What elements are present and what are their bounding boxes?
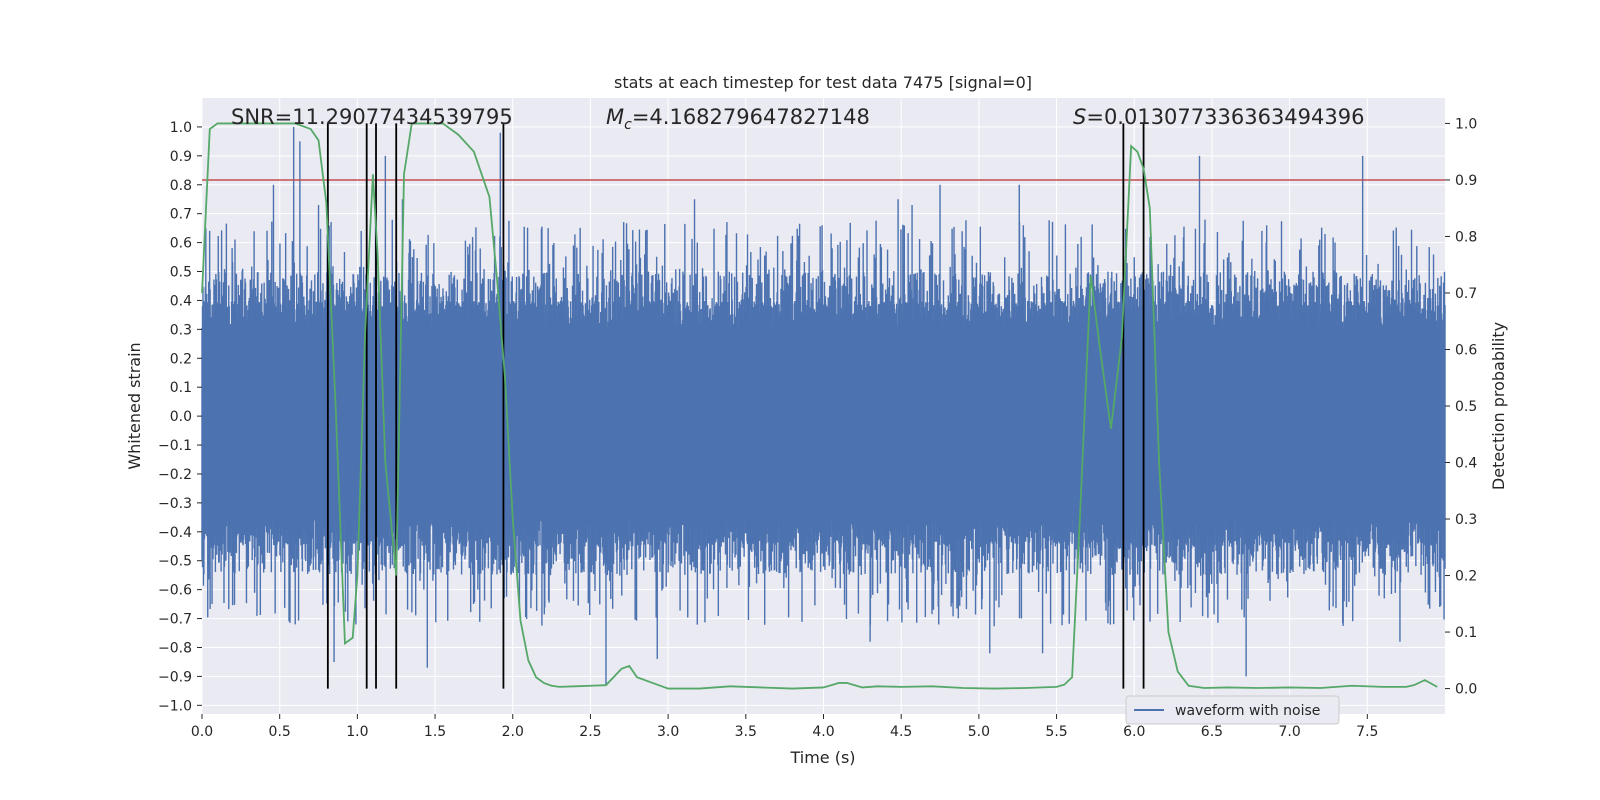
left-tick-label: 0.6 <box>170 236 192 252</box>
right-axis-ticks: 0.0 0.1 0.2 0.3 0.4 0.5 0.6 0.7 0.8 0.9 1.0 <box>1445 116 1477 698</box>
left-tick-label: 0.9 <box>170 149 192 165</box>
left-tick-label: −1.0 <box>158 698 192 714</box>
x-axis-ticks: 0.0 0.5 1.0 1.5 2.0 2.5 3.0 3.5 4.0 4.5 5.0 5.5 6.0 6… <box>191 714 1378 740</box>
legend: waveform with noise <box>1125 695 1340 725</box>
right-tick-label: 0.0 <box>1455 682 1477 698</box>
x-tick-label: 1.5 <box>424 724 446 740</box>
mc-symbol: M <box>606 105 624 129</box>
x-axis-label: Time (s) <box>789 748 855 767</box>
right-tick-label: 0.5 <box>1455 399 1477 415</box>
mc-value: =4.168279647827148 <box>632 105 870 129</box>
x-tick-label: 7.0 <box>1278 724 1300 740</box>
left-tick-label: −0.7 <box>158 612 192 628</box>
left-tick-label: 0.3 <box>170 322 192 338</box>
x-tick-label: 3.5 <box>735 724 757 740</box>
left-tick-label: −0.3 <box>158 496 192 512</box>
probability-line <box>201 122 1438 690</box>
left-tick-label: −0.9 <box>158 669 192 685</box>
chirp-mass-annotation: Mc=4.168279647827148 <box>606 105 870 133</box>
x-tick-label: 0.5 <box>269 724 291 740</box>
left-tick-label: −0.1 <box>158 438 192 454</box>
snr-annotation: SNR=11.29077434539795 <box>231 105 513 129</box>
left-tick-label: 1.0 <box>170 120 192 136</box>
right-tick-label: 0.3 <box>1455 512 1477 528</box>
left-tick-label: 0.1 <box>170 380 192 396</box>
left-tick-label: −0.2 <box>158 467 192 483</box>
right-tick-label: 0.8 <box>1455 229 1477 245</box>
left-tick-label: 0.7 <box>170 207 192 223</box>
right-tick-label: 0.4 <box>1455 456 1477 472</box>
right-tick-label: 0.6 <box>1455 342 1477 358</box>
x-tick-label: 7.5 <box>1356 724 1378 740</box>
x-tick-label: 0.0 <box>191 724 213 740</box>
x-tick-label: 2.5 <box>579 724 601 740</box>
waveform-noise-line <box>201 219 1446 627</box>
x-tick-label: 6.5 <box>1201 724 1223 740</box>
left-tick-label: −0.8 <box>158 640 192 656</box>
right-tick-label: 0.9 <box>1455 173 1477 189</box>
chart-title: stats at each timestep for test data 747… <box>614 73 1032 92</box>
left-tick-label: 0.8 <box>170 178 192 194</box>
x-tick-label: 5.0 <box>968 724 990 740</box>
x-tick-label: 4.0 <box>812 724 834 740</box>
left-tick-label: −0.4 <box>158 525 192 541</box>
left-tick-label: 0.4 <box>170 293 192 309</box>
left-axis-ticks: −1.0 −0.9 −0.8 −0.7 −0.6 −0.5 −0.4 −0.3 −0.2 −0.1… <box>158 120 202 714</box>
s-symbol: S <box>1073 105 1086 129</box>
legend-box <box>1125 695 1340 725</box>
s-annotation: S=0.013077336363494396 <box>1073 105 1364 129</box>
left-tick-label: 0.5 <box>170 265 192 281</box>
x-tick-label: 2.0 <box>502 724 524 740</box>
left-axis-label: Whitened strain <box>125 342 144 469</box>
waveform-series <box>201 126 1446 686</box>
right-tick-label: 1.0 <box>1455 116 1477 132</box>
right-axis-label: Detection probability <box>1489 322 1508 490</box>
right-tick-label: 0.1 <box>1455 625 1477 641</box>
x-tick-label: 5.5 <box>1045 724 1067 740</box>
x-tick-label: 6.0 <box>1123 724 1145 740</box>
left-tick-label: −0.5 <box>158 554 192 570</box>
right-tick-label: 0.7 <box>1455 286 1477 302</box>
left-tick-label: 0.2 <box>170 351 192 367</box>
x-tick-label: 1.0 <box>346 724 368 740</box>
detection-probability-series <box>201 122 1438 690</box>
x-tick-label: 3.0 <box>657 724 679 740</box>
legend-label: waveform with noise <box>1175 703 1320 719</box>
left-tick-label: 0.0 <box>170 409 192 425</box>
mc-subscript: c <box>624 117 632 133</box>
left-tick-label: −0.6 <box>158 583 192 599</box>
s-value: =0.013077336363494396 <box>1086 105 1364 129</box>
x-tick-label: 4.5 <box>890 724 912 740</box>
right-tick-label: 0.2 <box>1455 569 1477 585</box>
